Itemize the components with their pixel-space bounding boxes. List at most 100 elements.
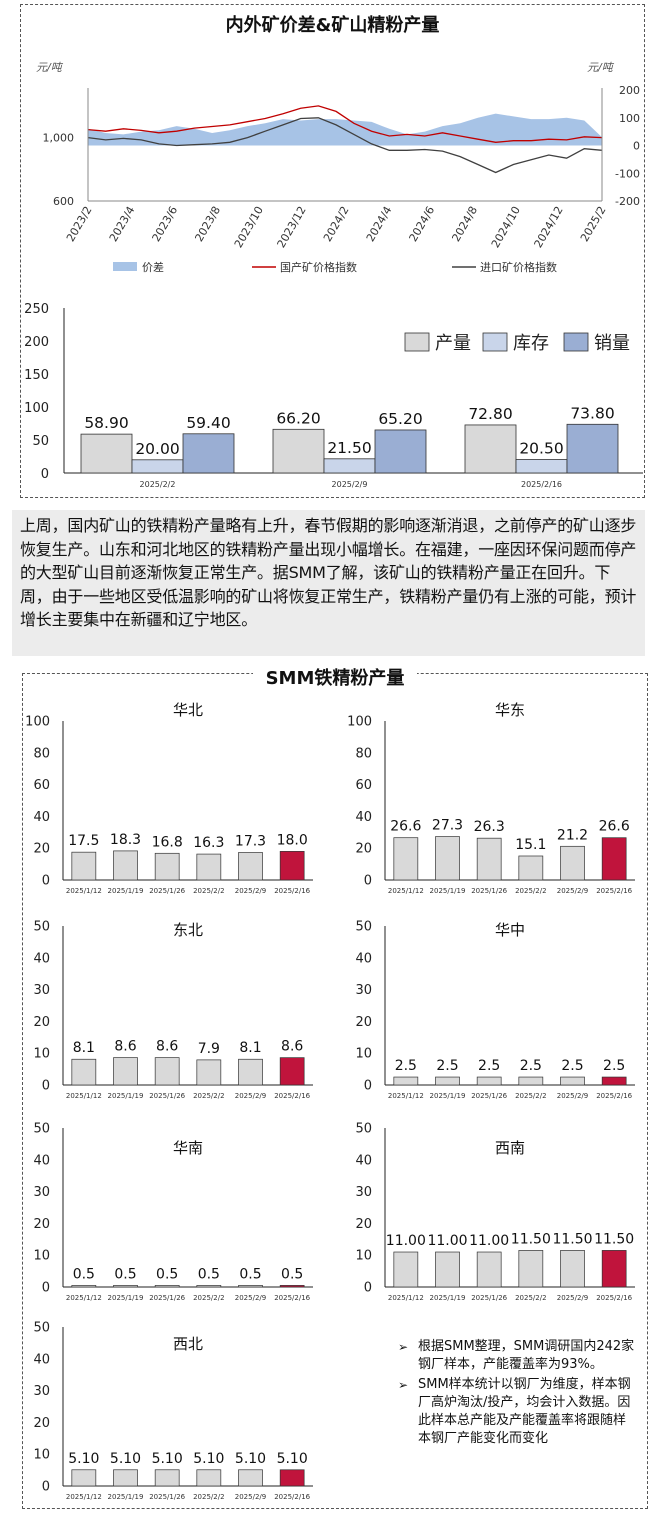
right-tick-label: 0 [633,140,640,153]
region-bar [113,850,138,881]
bar-value-label: 72.80 [468,405,512,423]
notes-list: ➢ 根据SMM整理，SMM调研国内242家钢厂样本，产能覆盖率为93%。 ➢ SMM… [398,1338,638,1450]
note-item: ➢ SMM样本统计以钢厂为维度，样本钢厂高炉淘汰/投产，均会计入数据。因此样本总产… [398,1376,638,1448]
region-category-label: 2025/2/16 [596,1294,632,1302]
region-y-tick-label: 40 [33,951,50,966]
region-y-tick-label: 10 [33,1047,50,1062]
region-category-label: 2025/1/12 [66,1092,102,1100]
region-bar-value-label: 2.5 [520,1058,542,1074]
region-bar-value-label: 27.3 [432,818,463,834]
region-category-label: 2025/1/12 [388,1294,424,1302]
note-text: 根据SMM整理，SMM调研国内242家钢厂样本，产能覆盖率为93%。 [418,1339,635,1372]
region-bar-value-label: 26.6 [599,819,630,835]
region-category-label: 2025/1/26 [471,1294,507,1302]
region-title: 华东 [495,701,525,719]
legend-label-库存: 库存 [513,333,549,354]
region-bar-value-label: 11.00 [386,1233,426,1249]
region-bar-value-label: 5.10 [193,1451,224,1467]
bar-value-label: 66.20 [276,409,320,427]
region-category-label: 2025/1/26 [471,887,507,895]
region-category-label: 2025/1/12 [388,1092,424,1100]
region-y-tick-label: 20 [33,1416,50,1431]
region-bar-value-label: 17.5 [68,833,99,849]
region-y-tick-label: 100 [25,715,50,730]
region-title: 西南 [495,1139,525,1157]
price-spread-panel: 内外矿价差&矿山精粉产量 [20,4,645,498]
region-category-label: 2025/1/19 [430,1092,466,1100]
arrow-bullet-icon: ➢ [398,1378,409,1392]
region-y-tick-label: 0 [364,1281,372,1296]
region-y-tick-label: 0 [364,1079,372,1094]
region-category-label: 2025/1/19 [108,1493,144,1501]
region-y-tick-label: 50 [33,1122,50,1137]
x-tick-label: 2024/8 [449,204,480,244]
bar-销量 [566,423,619,474]
bar-value-label: 58.90 [84,414,128,432]
x-tick-label: 2024/10 [489,204,523,250]
region-bar-value-label: 2.5 [395,1058,417,1074]
x-tick-label: 2024/12 [532,204,566,250]
region-bar [601,1076,627,1086]
region-bar-value-label: 26.6 [390,819,421,835]
region-bar [196,1285,222,1288]
region-y-tick-label: 30 [355,1185,372,1200]
region-bar [196,1059,222,1086]
region-bar-value-label: 11.50 [594,1231,634,1247]
region-bar-value-label: 26.3 [474,819,505,835]
region-bar [601,837,627,881]
region-bar [238,1469,263,1487]
region-bar [154,852,180,881]
region-y-tick-label: 10 [355,1249,372,1264]
region-y-tick-label: 30 [33,983,50,998]
right-tick-label: -200 [615,195,640,208]
region-bar-value-label: 5.10 [110,1451,141,1467]
bar-value-label: 59.40 [186,414,230,432]
region-bar-value-label: 8.6 [114,1039,136,1055]
region-y-tick-label: 40 [33,810,50,825]
left-tick-label: 1,000 [43,132,75,145]
y-tick-label: 250 [24,302,49,317]
region-category-label: 2025/2/16 [274,1493,310,1501]
region-category-label: 2025/2/9 [235,1493,266,1501]
region-bar-value-label: 2.5 [561,1058,583,1074]
region-bar-value-label: 11.50 [552,1231,592,1247]
region-category-label: 2025/1/26 [149,1092,185,1100]
region-bar-value-label: 15.1 [515,837,546,853]
region-bar-value-label: 2.5 [603,1058,625,1074]
region-bar-value-label: 2.5 [478,1058,500,1074]
region-y-tick-label: 10 [355,1047,372,1062]
left-unit-label: 元/吨 [36,61,64,74]
region-category-label: 2025/1/26 [149,1493,185,1501]
region-category-label: 2025/1/26 [149,887,185,895]
region-bar-value-label: 11.50 [511,1231,551,1247]
region-bar-value-label: 0.5 [73,1266,95,1282]
region-category-label: 2025/1/12 [66,887,102,895]
region-bar [518,1250,544,1288]
region-bar [279,1469,305,1487]
category-label: 2025/2/2 [140,480,176,489]
x-tick-label: 2023/2 [64,204,95,244]
region-category-label: 2025/2/2 [515,887,546,895]
region-category-label: 2025/2/2 [193,1493,224,1501]
region-bar-value-label: 8.1 [239,1040,261,1056]
region-y-tick-label: 20 [355,842,372,857]
region-category-label: 2025/2/2 [193,887,224,895]
region-y-tick-label: 40 [355,810,372,825]
region-category-label: 2025/2/2 [515,1294,546,1302]
right-tick-label: 200 [619,84,640,97]
region-category-label: 2025/2/2 [515,1092,546,1100]
bar-value-label: 20.50 [519,439,563,457]
region-y-tick-label: 20 [355,1015,372,1030]
bar-产量 [464,424,517,474]
region-y-tick-label: 0 [42,1079,50,1094]
region-y-tick-label: 50 [33,1321,50,1336]
region-title: 西北 [173,1335,203,1353]
region-category-label: 2025/1/19 [108,1294,144,1302]
right-tick-label: -100 [615,167,640,180]
region-bar-value-label: 0.5 [198,1266,220,1282]
bar-产量 [80,433,133,474]
region-y-tick-label: 10 [33,1448,50,1463]
x-tick-label: 2023/10 [232,204,266,250]
region-y-tick-label: 20 [33,1015,50,1030]
